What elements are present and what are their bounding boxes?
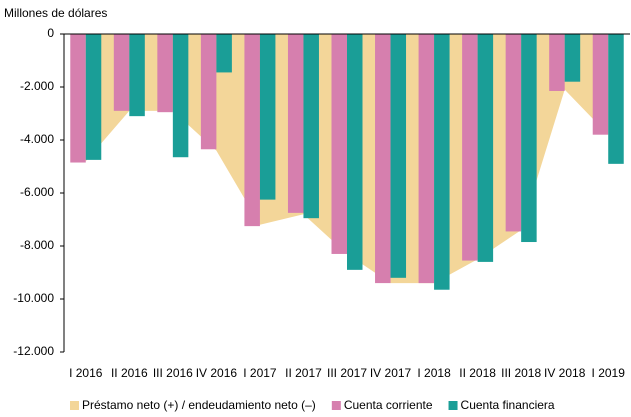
x-tick-label: I 2017	[243, 366, 277, 380]
bar	[462, 34, 478, 261]
x-tick-label: I 2018	[417, 366, 451, 380]
y-tick-label: -12.000	[13, 344, 54, 358]
y-tick-label: -4.000	[20, 132, 54, 146]
bar	[303, 34, 319, 219]
bar	[521, 34, 537, 243]
bar	[564, 34, 581, 82]
bar	[85, 34, 102, 160]
bar	[592, 34, 609, 135]
bar	[331, 34, 347, 254]
x-tick-label: II 2018	[459, 366, 496, 380]
bar	[70, 34, 86, 163]
y-tick-label: -6.000	[20, 185, 54, 199]
x-tick-label: II 2017	[285, 366, 322, 380]
x-tick-label: II 2016	[111, 366, 148, 380]
bar	[216, 34, 232, 73]
bar	[505, 34, 522, 232]
bar	[244, 34, 260, 227]
x-tick-label: III 2018	[501, 366, 541, 380]
bar	[113, 34, 130, 111]
bar	[172, 34, 189, 158]
bar	[259, 34, 276, 200]
bar	[418, 34, 435, 284]
y-tick-label: 0	[47, 26, 54, 40]
legend-label: Cuenta financiera	[461, 398, 555, 412]
bar	[477, 34, 494, 262]
bar	[608, 34, 624, 164]
legend-swatch	[70, 401, 79, 410]
x-tick-label: IV 2017	[370, 366, 412, 380]
legend-swatch	[331, 401, 341, 410]
x-tick-label: I 2016	[69, 366, 103, 380]
x-tick-label: IV 2016	[196, 366, 238, 380]
y-axis-label: Millones de dólares	[4, 6, 107, 20]
legend-label: Cuenta corriente	[344, 398, 433, 412]
y-tick-label: -10.000	[13, 291, 54, 305]
legend-swatch	[448, 401, 458, 410]
bar	[375, 34, 391, 284]
legend-label: Préstamo neto (+) / endeudamiento neto (…	[82, 398, 316, 412]
x-tick-label: I 2019	[592, 366, 626, 380]
bar	[129, 34, 145, 117]
bar	[347, 34, 363, 270]
bar	[287, 34, 304, 213]
bar	[549, 34, 565, 91]
x-tick-label: IV 2018	[544, 366, 586, 380]
y-tick-label: -2.000	[20, 79, 54, 93]
x-tick-label: III 2016	[153, 366, 193, 380]
bar	[200, 34, 217, 150]
bar	[157, 34, 173, 113]
bar	[390, 34, 407, 278]
x-tick-label: III 2017	[327, 366, 367, 380]
bar	[434, 34, 450, 290]
y-tick-label: -8.000	[20, 238, 54, 252]
